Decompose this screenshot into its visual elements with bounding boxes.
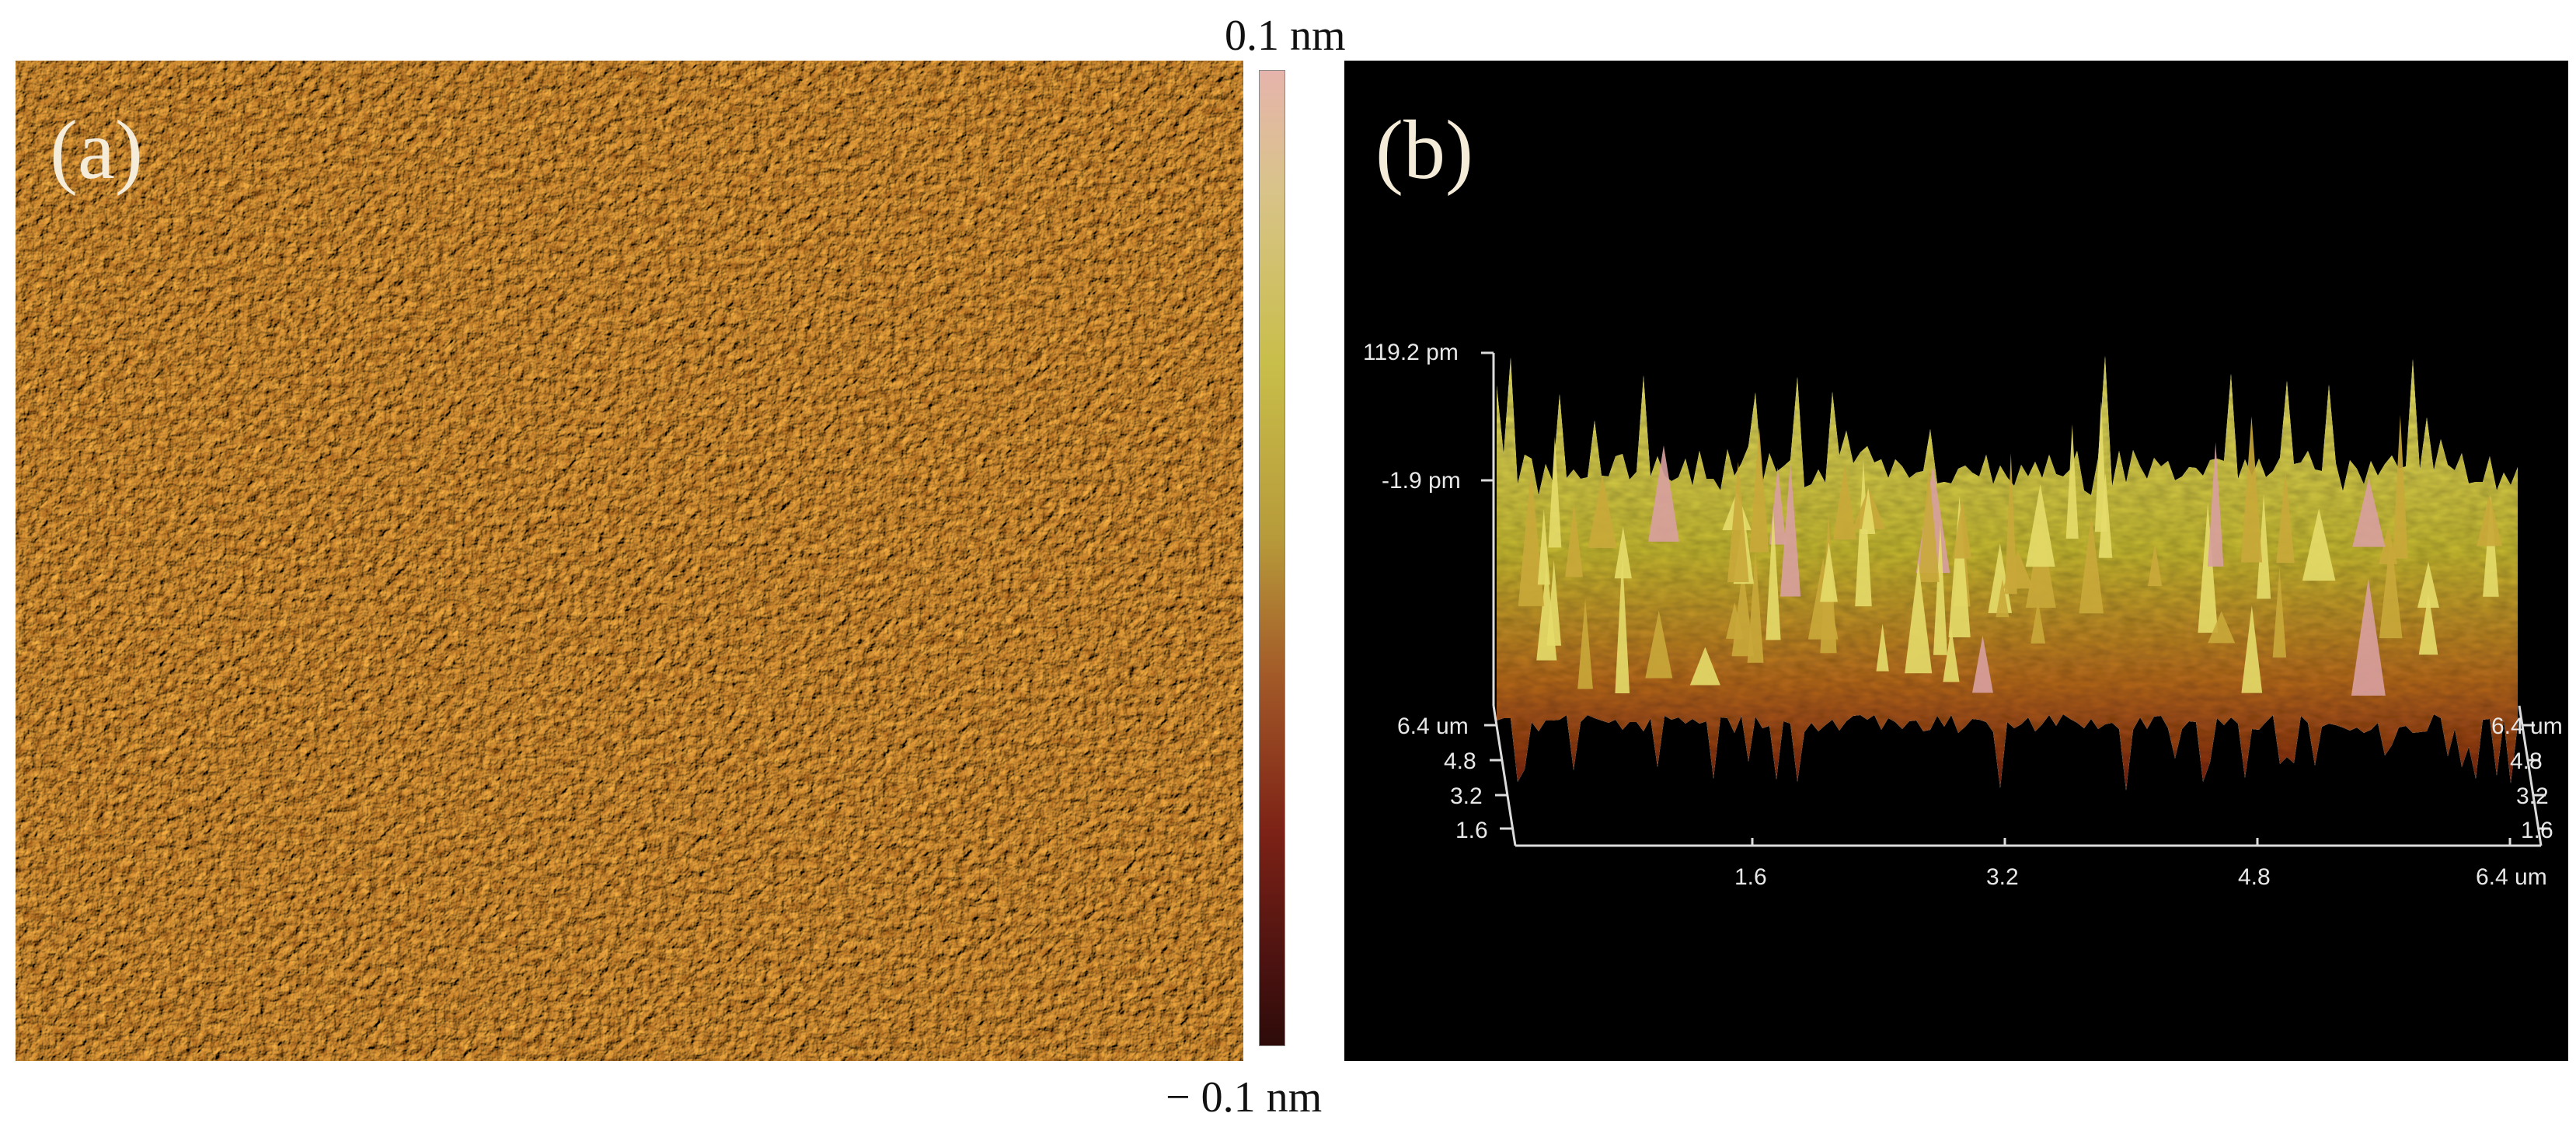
surface-peak: [2240, 416, 2263, 563]
x-label-4: 6.4 um: [2476, 864, 2547, 890]
surface-peak: [2351, 577, 2386, 696]
afm-texture: [16, 61, 1243, 1061]
colorbar-min-label: − 0.1 nm: [1166, 1073, 1323, 1122]
y-axis-right: [2518, 705, 2543, 846]
surface-peak: [1876, 623, 1889, 672]
y-left-label-1: 6.4 um: [1397, 714, 1469, 739]
surface-peak: [1996, 578, 2010, 618]
surface-peak: [2025, 483, 2055, 567]
surface-peak: [1727, 462, 1749, 583]
surface-peak: [2417, 561, 2439, 608]
surface-peak: [2241, 605, 2263, 693]
surface-peak: [2065, 424, 2079, 539]
surface-peak: [1645, 610, 1673, 679]
surface-peak: [1577, 598, 1593, 689]
surface-plot: 119.2 pm -1.9 pm 6.4 um 4.8 3.2 1.6 6.4 …: [1363, 340, 2563, 890]
surface-peak: [2079, 515, 2104, 614]
surface-peak: [1860, 487, 1876, 534]
surface-peak: [2004, 452, 2017, 595]
surface-peak: [1648, 445, 1679, 542]
surface-peak: [1518, 468, 1545, 606]
x-label-1: 1.6: [1734, 864, 1767, 890]
surface-peak: [1548, 436, 1562, 548]
surface-peak: [1943, 626, 1960, 682]
panel-label-b: (b): [1375, 104, 1473, 197]
surface-peak: [1948, 495, 1971, 637]
surface-peak: [2257, 494, 2271, 599]
surface-peak: [1731, 567, 1755, 657]
y-axis-left: [1492, 705, 1517, 846]
surface-peak: [1546, 560, 1562, 646]
surface-peak: [2003, 551, 2034, 589]
surface-peak: [2030, 600, 2046, 644]
surface-peak: [2393, 414, 2408, 559]
y-left-label-3: 3.2: [1450, 783, 1483, 809]
axes: [1481, 351, 2550, 847]
surface-peak: [1933, 524, 1947, 655]
surface-peak: [1615, 553, 1630, 693]
surface-peak: [1766, 509, 1781, 640]
surface-peak: [1905, 562, 1933, 674]
surface-peak: [1988, 543, 2013, 613]
surface-peak: [2379, 534, 2403, 639]
surface-peak: [1779, 462, 1801, 597]
surface-peak: [1918, 467, 1940, 582]
surface-peak: [2208, 611, 2236, 644]
surface-peaks: [1518, 400, 2503, 696]
surface-peak: [2352, 478, 2386, 547]
z-label-mid: -1.9 pm: [1382, 468, 1461, 494]
surface-peak: [1820, 542, 1838, 602]
surface-peak: [1952, 498, 1972, 559]
surface-peak: [2272, 567, 2287, 658]
surface-peak: [1972, 635, 1993, 693]
x-label-3: 4.8: [2238, 864, 2271, 890]
surface-peak: [1565, 502, 1583, 577]
surface-peak: [1747, 550, 1764, 663]
y-right-label-4: 1.6: [2521, 818, 2553, 843]
surface-peak: [1689, 647, 1720, 686]
afm-topography-image: [16, 61, 1243, 1061]
height-colorbar: [1259, 70, 1285, 1046]
z-label-top: 119.2 pm: [1363, 340, 1459, 365]
surface-peak: [2418, 593, 2438, 655]
surface-peak: [2148, 543, 2163, 586]
surface-peak: [1537, 509, 1550, 585]
panel-label-a: (a): [50, 104, 143, 197]
surface-peak: [2198, 502, 2219, 633]
y-right-label-3: 3.2: [2516, 783, 2549, 809]
y-left-label-4: 1.6: [1455, 818, 1488, 843]
surface-peak: [1588, 475, 1617, 548]
surface-peak: [2379, 526, 2398, 564]
surface-peak: [1614, 526, 1632, 579]
surface-peak: [1749, 427, 1769, 553]
colorbar-max-label: 0.1 nm: [1225, 12, 1346, 60]
y-right-label-1: 6.4 um: [2491, 714, 2563, 739]
surface-peak: [2276, 471, 2295, 564]
surface-peak: [2208, 442, 2224, 567]
surface-peak: [1832, 463, 1857, 540]
x-label-2: 3.2: [1986, 864, 2019, 890]
surface-peak: [2094, 400, 2107, 532]
surface-peak: [2302, 508, 2336, 581]
afm-3d-surface-view: 119.2 pm -1.9 pm 6.4 um 4.8 3.2 1.6 6.4 …: [1344, 61, 2568, 1061]
surface-peak: [2477, 494, 2503, 546]
y-left-label-2: 4.8: [1444, 748, 1476, 774]
y-right-label-2: 4.8: [2510, 748, 2543, 774]
